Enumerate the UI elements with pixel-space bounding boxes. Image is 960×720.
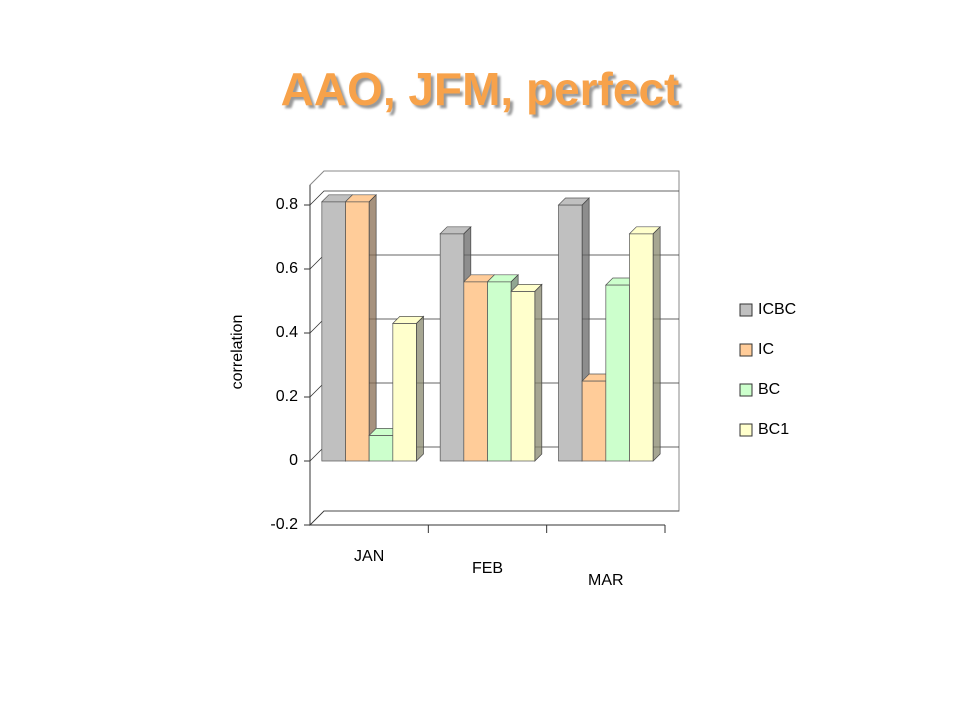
bar-side — [416, 315, 424, 462]
legend-swatch — [739, 343, 753, 357]
y-tick-label: 0.6 — [276, 260, 298, 277]
bar-front — [581, 380, 607, 462]
y-tick-label: 0.4 — [276, 324, 298, 341]
y-tick-label: -0.2 — [270, 516, 298, 533]
bar-shade — [534, 284, 542, 461]
bar-front — [510, 291, 536, 462]
bar-front — [487, 281, 512, 462]
bar-shade — [653, 226, 661, 461]
bar-front — [463, 281, 488, 462]
bar-front — [558, 204, 583, 462]
legend-swatch — [739, 383, 753, 397]
x-tick-label: MAR — [588, 572, 624, 589]
x-tick-label: JAN — [354, 548, 384, 565]
bar-shade — [369, 194, 377, 462]
y-tick-label: 0 — [289, 452, 298, 469]
bar — [391, 315, 425, 462]
y-axis-label: correlation — [229, 315, 246, 390]
grid-line — [309, 510, 679, 526]
bar-front — [439, 233, 465, 462]
bar — [628, 225, 662, 462]
y-tick-label: 0.2 — [276, 388, 298, 405]
bar-side — [534, 283, 543, 462]
legend-swatch — [739, 303, 753, 317]
slide-title: AAO, JFM, perfect — [280, 63, 680, 115]
legend-label: ICBC — [758, 301, 796, 318]
bar — [344, 193, 378, 462]
bar — [510, 283, 543, 462]
bar-side — [652, 225, 661, 462]
legend-label: IC — [758, 341, 774, 358]
legend-swatch — [739, 423, 753, 437]
legend-label: BC1 — [758, 421, 789, 438]
bar-shade — [416, 316, 424, 461]
bar-front — [321, 201, 346, 462]
bar-front — [629, 233, 654, 462]
grid-line — [309, 190, 679, 206]
legend-label: BC — [758, 381, 780, 398]
bar-front — [345, 201, 370, 462]
bar-front — [605, 284, 630, 462]
y-tick-label: 0.8 — [276, 196, 298, 213]
x-tick-label: FEB — [472, 560, 503, 577]
bar-front — [392, 323, 417, 462]
bar-front — [368, 435, 394, 462]
